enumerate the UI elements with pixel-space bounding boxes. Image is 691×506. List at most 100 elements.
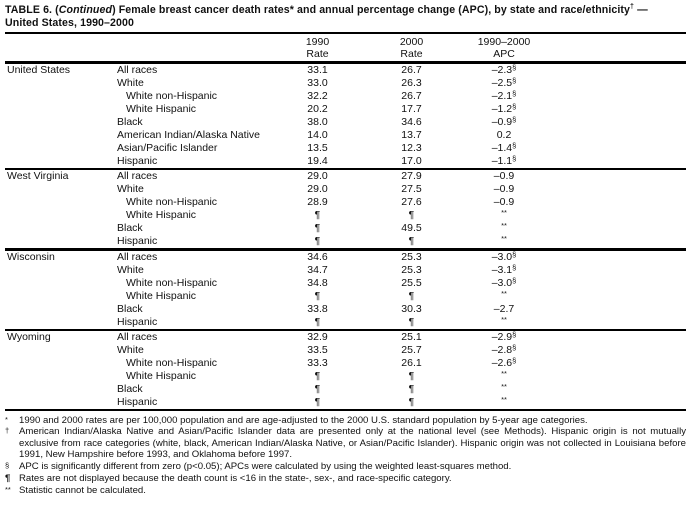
row-spacer — [550, 196, 686, 209]
header-spacer-right — [550, 36, 686, 60]
state-label — [5, 290, 117, 303]
rate-2000-value: 26.1 — [401, 357, 422, 369]
state-label — [5, 235, 117, 248]
apc-value: ** — [501, 234, 507, 243]
race-label: Hispanic — [117, 235, 158, 247]
race-label: All races — [117, 170, 158, 182]
footnote-rule — [5, 409, 686, 411]
col-header-2000-rate-label: Rate — [400, 48, 423, 60]
table-row: White Hispanic ¶ ¶ ** — [5, 369, 686, 383]
title-dagger-mark: † — [630, 3, 635, 11]
apc-value: ** — [501, 314, 507, 324]
race-label: Black — [117, 222, 143, 234]
state-label: West Virginia — [7, 170, 69, 182]
rate-1990-value: 32.9 — [307, 331, 328, 343]
rate-1990-value: 38.0 — [307, 115, 328, 128]
footnote-text: 1990 and 2000 rates are per 100,000 popu… — [19, 414, 588, 426]
title-part2: ) Female breast cancer death rates* and … — [112, 4, 631, 16]
table-row: White 33.0 26.3 –2.5§ — [5, 76, 686, 90]
state-label — [5, 316, 117, 329]
row-spacer — [550, 316, 686, 329]
row-spacer — [550, 170, 686, 183]
apc-value: –2.7 — [493, 302, 515, 315]
rate-1990-value: 19.4 — [307, 154, 328, 167]
table-row: White Hispanic 20.2 17.7 –1.2§ — [5, 101, 686, 116]
title-part1: TABLE 6. ( — [5, 4, 59, 16]
rate-2000-value: 27.5 — [401, 183, 422, 195]
apc-value: –2.6§ — [491, 356, 517, 369]
footnote-asterisk: * 1990 and 2000 rates are per 100,000 po… — [5, 415, 686, 426]
rate-1990-value: ¶ — [314, 209, 321, 221]
col-header-apc: 1990–2000 APC — [458, 36, 550, 60]
header-spacer-state — [5, 36, 117, 60]
rate-1990-value: 32.2 — [307, 89, 328, 102]
row-spacer — [550, 103, 686, 116]
rate-1990-value: 14.0 — [307, 128, 328, 141]
footnote-marker: ** — [5, 484, 11, 494]
row-spacer — [550, 209, 686, 222]
row-spacer — [550, 277, 686, 290]
table-row: Hispanic 19.4 17.0 –1.1§ — [5, 154, 686, 168]
race-label: All races — [117, 250, 158, 263]
table-row: White non-Hispanic 28.9 27.6 –0.9 — [5, 196, 686, 209]
apc-value: –1.2§ — [491, 101, 517, 115]
title-line2: United States, 1990–2000 — [5, 17, 135, 29]
section-rule — [5, 167, 686, 170]
state-label — [5, 90, 117, 103]
rate-2000-value: ¶ — [408, 383, 415, 395]
row-spacer — [550, 344, 686, 357]
state-label — [5, 196, 117, 209]
col-header-apc-label: APC — [493, 48, 515, 60]
title-part3: — — [634, 4, 648, 16]
race-label: White Hispanic — [126, 102, 197, 115]
state-label — [5, 264, 117, 277]
state-label: Wisconsin — [7, 250, 55, 263]
rate-1990-value: 33.0 — [307, 76, 328, 89]
apc-value: –2.1§ — [491, 88, 517, 102]
state-label — [5, 77, 117, 90]
rate-2000-value: ¶ — [408, 370, 415, 382]
row-spacer — [550, 155, 686, 168]
rate-2000-value: 26.7 — [401, 89, 422, 102]
state-label — [5, 142, 117, 155]
rate-1990-value: 33.3 — [307, 357, 328, 369]
rate-1990-value: ¶ — [314, 289, 321, 302]
row-spacer — [550, 235, 686, 248]
race-label: White Hispanic — [126, 370, 197, 382]
rate-2000-value: 27.6 — [401, 196, 422, 208]
footnote-marker: * — [5, 414, 8, 424]
table-row: White non-Hispanic 34.8 25.5 –3.0§ — [5, 276, 686, 290]
state-label — [5, 155, 117, 168]
table-row: United States All races 33.1 26.7 –2.3§ — [5, 63, 686, 77]
table-row: Hispanic ¶ ¶ ** — [5, 314, 686, 329]
apc-value: 0.2 — [496, 128, 512, 141]
rate-2000-value: 17.7 — [401, 102, 422, 115]
row-spacer — [550, 383, 686, 396]
apc-value: ** — [501, 395, 507, 404]
apc-value: ** — [501, 221, 507, 230]
table-row: White non-Hispanic 33.3 26.1 –2.6§ — [5, 356, 686, 370]
state-label — [5, 103, 117, 116]
race-label: American Indian/Alaska Native — [117, 128, 260, 141]
state-label: Wyoming — [7, 331, 51, 343]
rate-1990-value: 29.0 — [307, 170, 328, 182]
state-label — [5, 209, 117, 222]
table-row: Wyoming All races 32.9 25.1 –2.9§ — [5, 330, 686, 344]
table-row: Black ¶ ¶ ** — [5, 382, 686, 396]
rate-1990-value: ¶ — [314, 235, 321, 247]
state-label — [5, 116, 117, 129]
apc-value: ** — [501, 208, 507, 217]
race-label: Hispanic — [117, 315, 158, 328]
apc-value: –0.9 — [493, 170, 515, 182]
table-row: Wisconsin All races 34.6 25.3 –3.0§ — [5, 250, 686, 264]
rate-1990-value: ¶ — [314, 383, 321, 395]
row-spacer — [550, 303, 686, 316]
row-spacer — [550, 264, 686, 277]
race-label: Asian/Pacific Islander — [117, 141, 218, 154]
footnote-section: § APC is significantly different from ze… — [5, 461, 686, 472]
footnotes: * 1990 and 2000 rates are per 100,000 po… — [5, 415, 686, 497]
race-label: All races — [117, 63, 158, 76]
rate-2000-value: ¶ — [408, 289, 415, 302]
state-label: United States — [7, 63, 71, 76]
